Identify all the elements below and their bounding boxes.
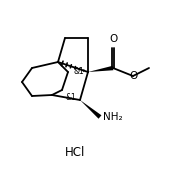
Text: &1: &1 bbox=[66, 93, 77, 101]
Text: O: O bbox=[109, 34, 117, 44]
Polygon shape bbox=[88, 66, 113, 72]
Polygon shape bbox=[80, 100, 102, 119]
Text: O: O bbox=[129, 71, 137, 81]
Text: HCl: HCl bbox=[65, 145, 85, 159]
Text: &1: &1 bbox=[73, 68, 84, 77]
Text: NH₂: NH₂ bbox=[103, 112, 123, 122]
